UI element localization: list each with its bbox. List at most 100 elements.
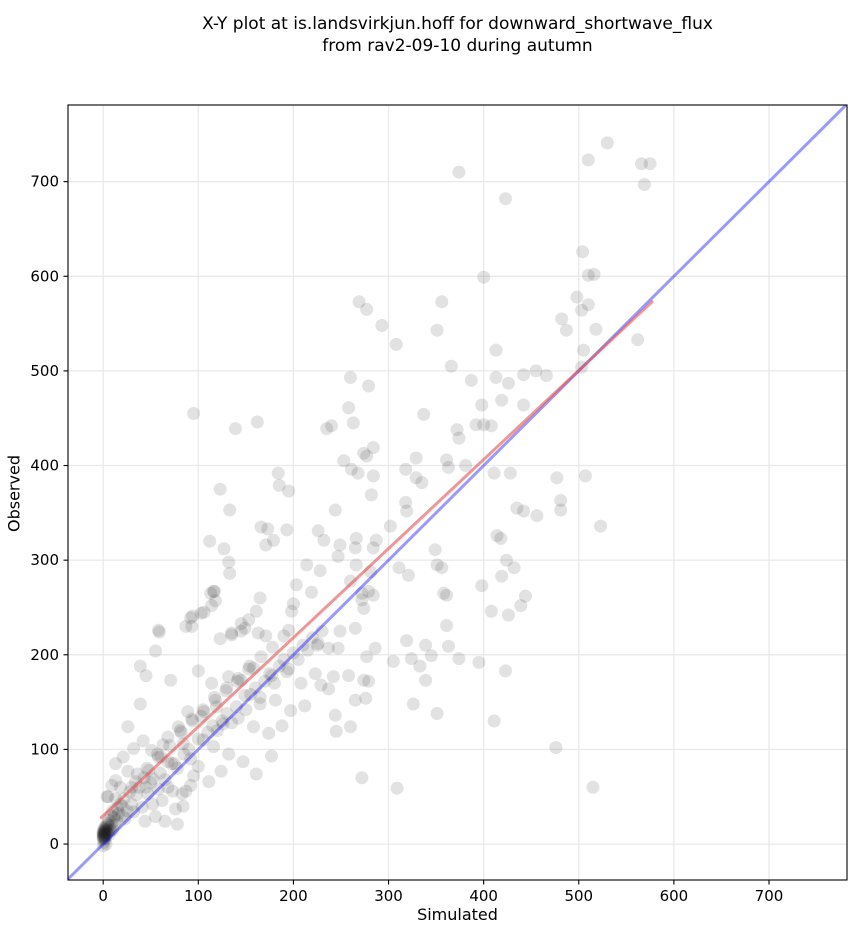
scatter-point — [495, 569, 509, 583]
scatter-point — [102, 813, 116, 827]
scatter-point — [267, 676, 281, 690]
scatter-point — [223, 566, 237, 580]
scatter-point — [164, 673, 178, 687]
scatter-point — [280, 523, 294, 537]
scatter-point — [161, 780, 175, 794]
scatter-point — [109, 757, 123, 771]
scatter-point — [108, 818, 122, 832]
scatter-point — [277, 653, 291, 666]
scatter-point — [223, 503, 237, 517]
scatter-point — [197, 705, 211, 719]
scatter-point — [333, 538, 347, 552]
scatter-point — [549, 741, 563, 754]
scatter-point — [242, 613, 256, 627]
scatter-point — [507, 561, 521, 575]
scatter-point — [499, 664, 512, 678]
scatter-point — [166, 784, 180, 798]
scatter-point — [176, 737, 190, 751]
scatter-point — [238, 689, 252, 702]
scatter-point — [475, 579, 489, 593]
y-tick-label: 100 — [30, 740, 59, 758]
scatter-point — [631, 333, 645, 347]
scatter-point — [581, 153, 595, 167]
scatter-point — [234, 617, 248, 631]
scatter-point — [136, 734, 150, 748]
scatter-point — [171, 720, 185, 734]
scatter-point — [139, 669, 153, 683]
scatter-point — [413, 659, 427, 673]
scatter-point — [97, 829, 111, 842]
scatter-point — [225, 716, 239, 730]
scatter-point — [249, 604, 263, 618]
x-tick-label: 200 — [279, 887, 308, 905]
scatter-point — [342, 401, 356, 415]
x-axis-label: Simulated — [417, 905, 498, 924]
scatter-point — [499, 192, 512, 206]
scatter-point — [99, 829, 113, 842]
scatter-point — [236, 755, 250, 769]
scatter-point — [317, 533, 331, 547]
scatter-point — [328, 503, 342, 517]
scatter-point — [130, 767, 144, 781]
scatter-point — [110, 813, 123, 827]
scatter-point — [222, 670, 236, 684]
scatter-point — [97, 831, 111, 845]
scatter-point — [121, 720, 135, 734]
scatter-point — [275, 719, 289, 733]
scatter-point — [158, 814, 172, 828]
scatter-point — [229, 700, 243, 714]
scatter-point — [322, 682, 336, 696]
scatter-point — [435, 295, 449, 309]
scatter-point — [314, 678, 328, 692]
scatter-point — [285, 604, 298, 618]
scatter-point — [219, 684, 233, 698]
scatter-point — [225, 626, 239, 640]
scatter-point — [186, 714, 200, 728]
scatter-point — [402, 568, 415, 582]
scatter-point — [308, 667, 322, 681]
scatter-point — [170, 761, 184, 775]
scatter-point — [344, 371, 357, 384]
scatter-point — [289, 578, 303, 592]
y-tick-label: 400 — [30, 457, 59, 475]
scatter-point — [100, 827, 114, 841]
scatter-point — [194, 606, 208, 620]
scatter-point — [125, 797, 139, 811]
scatter-point — [589, 322, 603, 336]
scatter-point — [510, 501, 524, 515]
scatter-point — [117, 792, 131, 806]
scatter-point — [637, 178, 651, 191]
scatter-point — [179, 619, 193, 633]
scatter-point — [191, 759, 205, 773]
scatter-point — [514, 599, 528, 613]
scatter-point — [207, 584, 220, 598]
scatter-point — [362, 584, 376, 598]
scatter-point — [501, 376, 515, 390]
scatter-point — [244, 688, 258, 701]
scatter-point — [97, 822, 111, 836]
scatter-point — [348, 693, 362, 707]
scatter-point — [348, 621, 362, 635]
scatter-point — [96, 824, 110, 838]
scatter-point — [248, 681, 262, 695]
scatter-point — [344, 720, 357, 734]
scatter-point — [320, 422, 334, 436]
scatter-point — [399, 462, 413, 476]
scatter-point — [253, 690, 267, 704]
scatter-point — [477, 418, 491, 432]
scatter-point — [100, 816, 114, 830]
scatter-point — [254, 520, 268, 534]
scatter-point — [104, 824, 118, 838]
scatter-point — [469, 418, 483, 432]
scatter-point — [98, 826, 112, 840]
scatter-point — [118, 812, 132, 825]
axes-spines — [67, 104, 848, 881]
scatter-point — [109, 774, 123, 788]
scatter-point — [530, 509, 544, 523]
x-tick-label: 600 — [660, 887, 689, 905]
scatter-point — [181, 705, 195, 719]
scatter-point — [600, 136, 614, 150]
scatter-point — [207, 740, 220, 754]
scatter-point — [294, 676, 308, 690]
